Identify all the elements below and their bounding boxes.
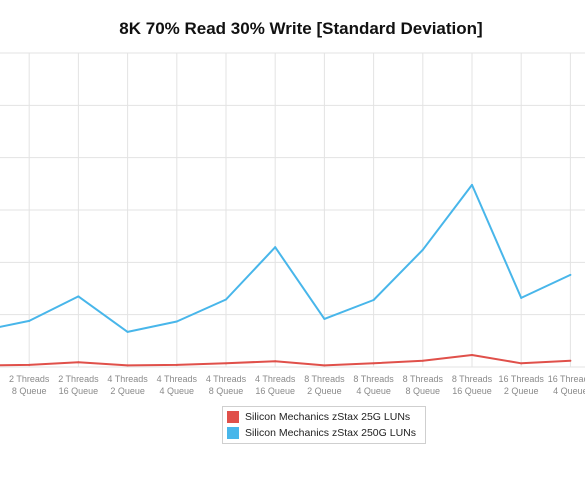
- legend-item-250g[interactable]: Silicon Mechanics zStax 250G LUNs: [227, 425, 421, 441]
- data-point[interactable]: [77, 361, 80, 364]
- legend-swatch: [227, 411, 239, 423]
- x-tick-label: 1 Threads: [0, 374, 1, 384]
- x-tick-label: 8 Queue: [12, 386, 47, 396]
- data-point[interactable]: [274, 246, 277, 249]
- x-tick-label: 8 Queue: [406, 386, 441, 396]
- x-tick-label: 4 Threads: [206, 374, 247, 384]
- data-point[interactable]: [28, 363, 31, 366]
- data-point[interactable]: [274, 360, 277, 363]
- data-point[interactable]: [323, 317, 326, 320]
- data-point[interactable]: [225, 298, 227, 301]
- x-tick-label: 2 Threads: [58, 374, 99, 384]
- data-point[interactable]: [77, 295, 80, 298]
- x-tick-label: 16 Queue: [452, 386, 492, 396]
- data-point[interactable]: [126, 364, 129, 367]
- data-point[interactable]: [175, 363, 178, 366]
- x-tick-label: 16 Threads: [499, 374, 545, 384]
- x-tick-label: 8 Threads: [304, 374, 345, 384]
- x-tick-label: 16 Queue: [255, 386, 295, 396]
- x-tick-label: 4 Queue: [160, 386, 195, 396]
- series-layer: [0, 183, 572, 367]
- x-tick-label: 2 Queue: [504, 386, 539, 396]
- legend: Silicon Mechanics zStax 25G LUNs Silicon…: [222, 406, 426, 444]
- x-tick-label: 2 Queue: [307, 386, 342, 396]
- legend-label: Silicon Mechanics zStax 25G LUNs: [245, 411, 411, 423]
- x-tick-label: 8 Threads: [452, 374, 493, 384]
- data-point[interactable]: [471, 353, 473, 356]
- x-tick-label: 8 Threads: [353, 374, 394, 384]
- legend-label: Silicon Mechanics zStax 250G LUNs: [245, 427, 416, 439]
- data-point[interactable]: [421, 248, 424, 251]
- x-tick-label: 4 Threads: [255, 374, 296, 384]
- x-tick-label: 4 Queue: [553, 386, 585, 396]
- data-point[interactable]: [372, 299, 375, 302]
- x-tick-label: 2 Threads: [9, 374, 50, 384]
- chart-title: 8K 70% Read 30% Write [Standard Deviatio…: [119, 19, 482, 38]
- x-tick-label: 4 Threads: [107, 374, 148, 384]
- data-point[interactable]: [421, 359, 424, 362]
- grid: [0, 52, 585, 368]
- x-tick-label: 16 Queue: [59, 386, 99, 396]
- x-tick-label: 4 Threads: [157, 374, 198, 384]
- x-tick-label: 16 Threads: [548, 374, 585, 384]
- data-point[interactable]: [520, 296, 523, 299]
- legend-swatch: [227, 427, 239, 439]
- x-tick-label: 8 Threads: [403, 374, 444, 384]
- data-point[interactable]: [520, 362, 523, 365]
- x-tick-label: 4 Queue: [356, 386, 391, 396]
- data-point[interactable]: [471, 183, 473, 186]
- data-point[interactable]: [175, 320, 178, 323]
- x-tick-label: 8 Queue: [209, 386, 244, 396]
- data-point[interactable]: [372, 362, 375, 365]
- data-point[interactable]: [126, 330, 129, 333]
- data-point[interactable]: [569, 359, 572, 362]
- x-tick-label: 2 Queue: [110, 386, 145, 396]
- data-point[interactable]: [28, 319, 31, 322]
- series-line-0: [0, 354, 571, 367]
- legend-item-25g[interactable]: Silicon Mechanics zStax 25G LUNs: [227, 409, 421, 425]
- data-point[interactable]: [225, 362, 227, 365]
- series-line-1: [0, 183, 571, 333]
- data-point[interactable]: [569, 273, 572, 276]
- data-point[interactable]: [323, 364, 326, 367]
